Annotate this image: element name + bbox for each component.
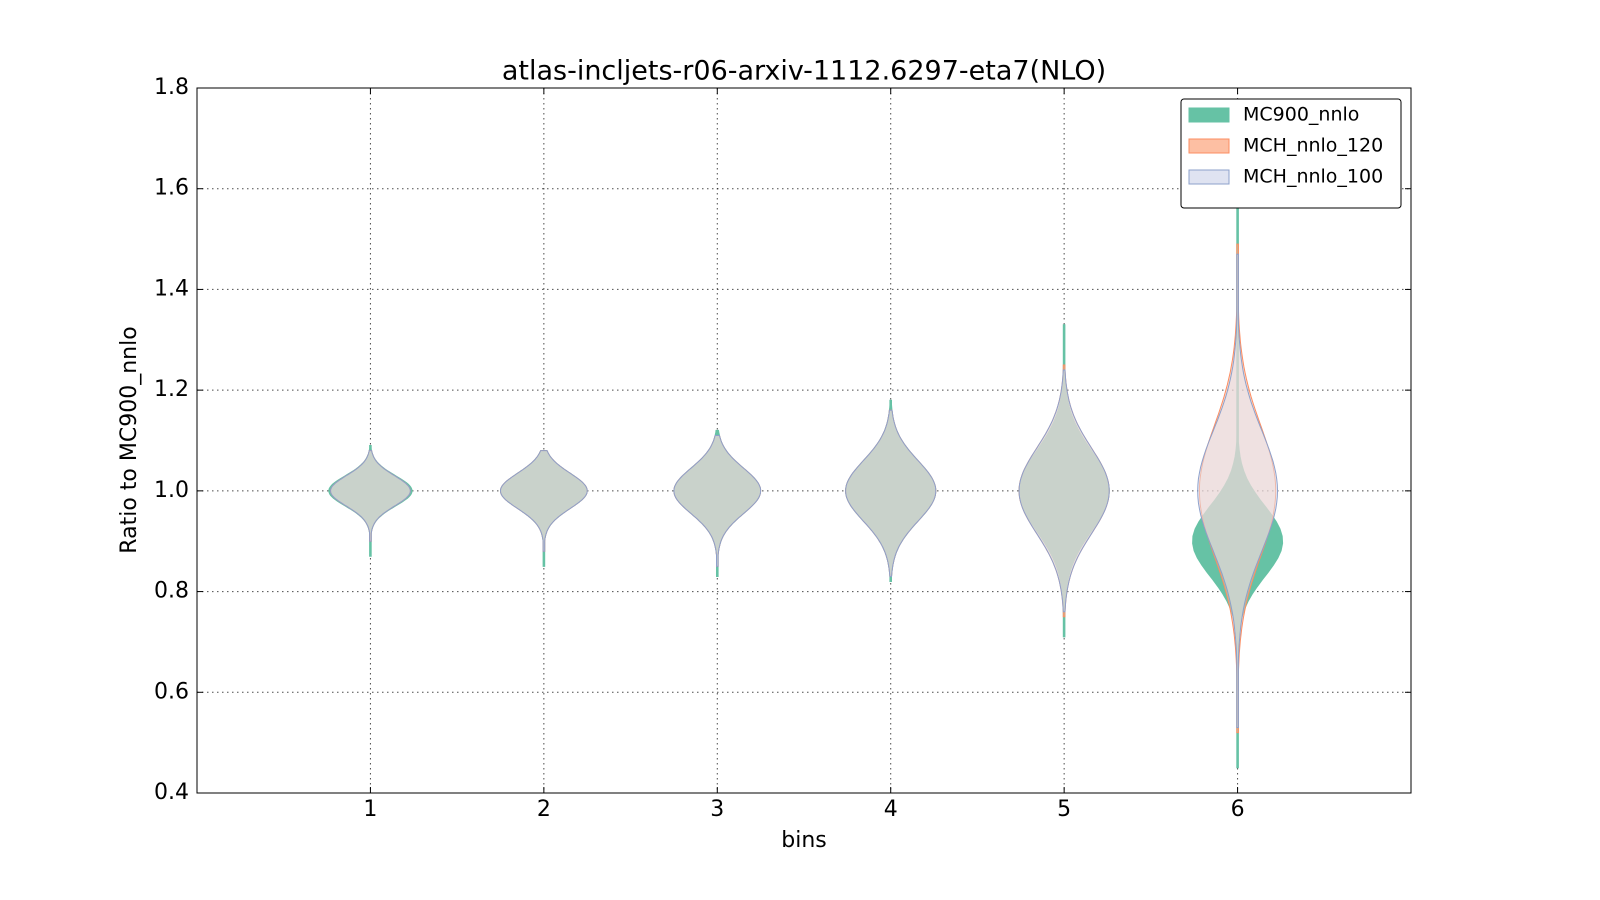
x-tick-label: 2 xyxy=(537,797,551,822)
legend-label: MC900_nnlo xyxy=(1243,104,1359,126)
x-tick-label: 6 xyxy=(1231,797,1245,822)
violin xyxy=(673,435,762,567)
chart-title: atlas-incljets-r06-arxiv-1112.6297-eta7(… xyxy=(502,56,1106,87)
legend-swatch xyxy=(1188,138,1230,154)
y-tick-label: 0.4 xyxy=(154,780,189,805)
y-tick-label: 1.8 xyxy=(154,75,189,100)
y-tick-label: 0.8 xyxy=(154,579,189,604)
x-axis-label: bins xyxy=(781,828,826,853)
x-tick-label: 1 xyxy=(363,797,377,822)
x-tick-label: 3 xyxy=(710,797,724,822)
violin xyxy=(330,450,411,542)
y-tick-label: 1.0 xyxy=(154,478,189,503)
legend-swatch xyxy=(1188,169,1230,185)
violin xyxy=(1197,253,1279,728)
legend-box xyxy=(1180,98,1402,209)
legend-label: MCH_nnlo_120 xyxy=(1243,135,1383,157)
y-tick-label: 1.6 xyxy=(154,176,189,201)
y-axis-label: Ratio to MC900_nnlo xyxy=(117,326,142,553)
legend-swatch xyxy=(1188,107,1230,123)
y-tick-label: 1.2 xyxy=(154,377,189,402)
legend-label: MCH_nnlo_100 xyxy=(1243,166,1383,188)
violin xyxy=(1018,369,1110,613)
plot-frame xyxy=(196,87,1412,794)
y-tick-label: 1.4 xyxy=(154,276,189,301)
violin xyxy=(845,409,937,577)
x-tick-label: 4 xyxy=(884,797,898,822)
y-tick-label: 0.6 xyxy=(154,679,189,704)
x-tick-label: 5 xyxy=(1057,797,1071,822)
violin xyxy=(499,450,588,552)
